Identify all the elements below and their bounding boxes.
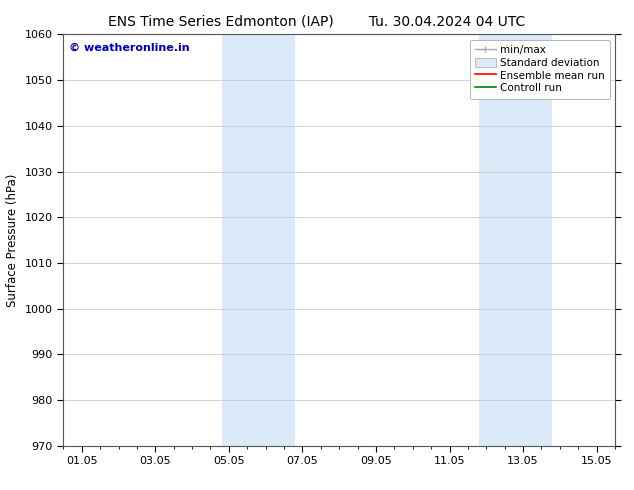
Text: ENS Time Series Edmonton (IAP)        Tu. 30.04.2024 04 UTC: ENS Time Series Edmonton (IAP) Tu. 30.04…: [108, 15, 526, 29]
Y-axis label: Surface Pressure (hPa): Surface Pressure (hPa): [6, 173, 19, 307]
Bar: [479, 34, 552, 446]
Text: © weatheronline.in: © weatheronline.in: [69, 43, 190, 52]
Bar: [221, 34, 295, 446]
Legend: min/max, Standard deviation, Ensemble mean run, Controll run: min/max, Standard deviation, Ensemble me…: [470, 40, 610, 98]
